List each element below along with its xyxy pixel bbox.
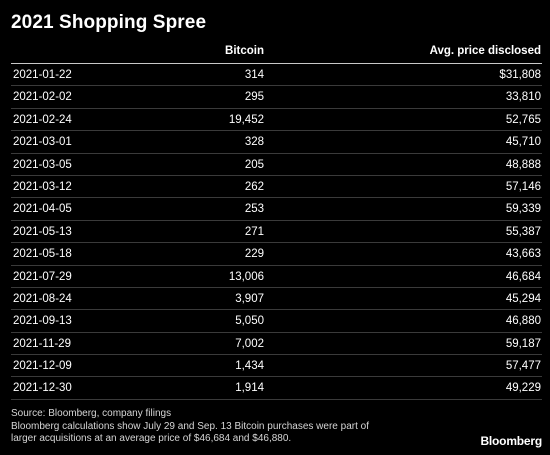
table-header: Bitcoin Avg. price disclosed <box>11 43 542 63</box>
cell-date: 2021-12-09 <box>13 360 72 373</box>
row-divider <box>11 85 542 87</box>
header-row: Bitcoin Avg. price disclosed <box>11 43 542 63</box>
chart-title: 2021 Shopping Spree <box>11 12 207 33</box>
cell-bitcoin: 3,907 <box>235 292 264 305</box>
row-divider <box>11 286 542 288</box>
row-divider <box>11 398 542 400</box>
cell-avg-price: 45,294 <box>505 292 541 305</box>
cell-bitcoin: 5,050 <box>235 315 264 328</box>
table-row: 2021-11-29 7,002 59,187 <box>11 333 542 356</box>
table-row: 2021-12-09 1,434 57,477 <box>11 355 542 378</box>
cell-bitcoin: 229 <box>244 248 264 261</box>
cell-avg-price: 57,146 <box>505 180 541 193</box>
cell-bitcoin: 205 <box>244 158 264 171</box>
cell-bitcoin: 314 <box>244 69 264 81</box>
cell-date: 2021-07-29 <box>13 270 72 283</box>
table-row: 2021-04-05 253 59,339 <box>11 198 542 221</box>
cell-avg-price: 59,187 <box>505 337 541 350</box>
cell-date: 2021-03-05 <box>13 158 72 171</box>
cell-bitcoin: 13,006 <box>228 270 264 283</box>
row-divider <box>11 376 542 378</box>
cell-bitcoin: 1,914 <box>235 382 264 395</box>
row-divider <box>11 242 542 244</box>
table-row: 2021-03-12 262 57,146 <box>11 176 542 199</box>
row-divider <box>11 107 542 109</box>
footnote-line-2: larger acquisitions at an average price … <box>11 433 292 444</box>
cell-date: 2021-05-18 <box>13 248 72 261</box>
cell-bitcoin: 1,434 <box>235 360 264 373</box>
table-row: 2021-02-02 295 33,810 <box>11 86 542 109</box>
cell-avg-price: 48,888 <box>505 158 541 171</box>
table-row: 2021-07-29 13,006 46,684 <box>11 266 542 288</box>
cell-avg-price: $31,808 <box>499 69 541 81</box>
cell-avg-price: 57,477 <box>505 360 541 373</box>
cell-date: 2021-08-24 <box>13 292 72 305</box>
cell-date: 2021-03-01 <box>13 136 72 149</box>
cell-date: 2021-02-02 <box>13 91 72 104</box>
cell-avg-price: 59,339 <box>505 203 541 216</box>
table-row: 2021-08-24 3,907 45,294 <box>11 288 542 311</box>
table-row: 2021-05-13 271 55,387 <box>11 221 542 244</box>
cell-bitcoin: 19,452 <box>228 113 264 126</box>
header-bitcoin: Bitcoin <box>225 45 264 57</box>
cell-avg-price: 49,229 <box>505 382 541 395</box>
row-divider <box>11 174 542 176</box>
cell-bitcoin: 262 <box>244 180 264 193</box>
cell-bitcoin: 295 <box>244 91 264 104</box>
table-row: 2021-12-30 1,914 49,229 <box>11 377 542 400</box>
cell-date: 2021-01-22 <box>13 69 72 81</box>
cell-date: 2021-04-05 <box>13 203 72 216</box>
table-row: 2021-03-05 205 48,888 <box>11 154 542 176</box>
header-divider <box>11 63 542 64</box>
row-divider <box>11 130 542 132</box>
cell-avg-price: 55,387 <box>505 225 541 238</box>
row-divider <box>11 264 542 266</box>
cell-avg-price: 46,684 <box>505 270 541 283</box>
table-row: 2021-01-22 314 $31,808 <box>11 64 542 87</box>
cell-date: 2021-02-24 <box>13 113 72 126</box>
row-divider <box>11 219 542 221</box>
cell-avg-price: 52,765 <box>505 113 541 126</box>
cell-date: 2021-05-13 <box>13 225 72 238</box>
footnote-line-1: Bloomberg calculations show July 29 and … <box>11 420 369 432</box>
header-avg-price: Avg. price disclosed <box>429 45 541 57</box>
row-divider <box>11 309 542 311</box>
row-divider <box>11 197 542 199</box>
cell-avg-price: 46,880 <box>505 315 541 328</box>
table-row: 2021-03-01 328 45,710 <box>11 131 542 154</box>
table-row: 2021-02-24 19,452 52,765 <box>11 109 542 132</box>
cell-bitcoin: 253 <box>244 203 264 216</box>
row-divider <box>11 331 542 333</box>
table-body: 2021-01-22 314 $31,808 2021-02-02 295 33,810 2… <box>11 64 542 400</box>
cell-avg-price: 45,710 <box>505 136 541 149</box>
cell-bitcoin: 7,002 <box>235 337 264 350</box>
table-row: 2021-09-13 5,050 46,880 <box>11 310 542 333</box>
cell-date: 2021-09-13 <box>13 315 72 328</box>
source-note: Source: Bloomberg, company filings <box>11 408 172 419</box>
cell-date: 2021-12-30 <box>13 382 72 395</box>
cell-date: 2021-11-29 <box>13 337 71 350</box>
cell-avg-price: 33,810 <box>505 91 541 104</box>
row-divider <box>11 354 542 356</box>
cell-bitcoin: 271 <box>244 225 264 238</box>
chart-footer: Source: Bloomberg, company filings Bloom… <box>11 408 481 446</box>
bloomberg-logo: Bloomberg <box>480 434 542 448</box>
table-row: 2021-05-18 229 43,663 <box>11 243 542 266</box>
cell-avg-price: 43,663 <box>505 248 541 261</box>
cell-bitcoin: 328 <box>244 136 264 149</box>
cell-date: 2021-03-12 <box>13 180 72 193</box>
row-divider <box>11 152 542 154</box>
